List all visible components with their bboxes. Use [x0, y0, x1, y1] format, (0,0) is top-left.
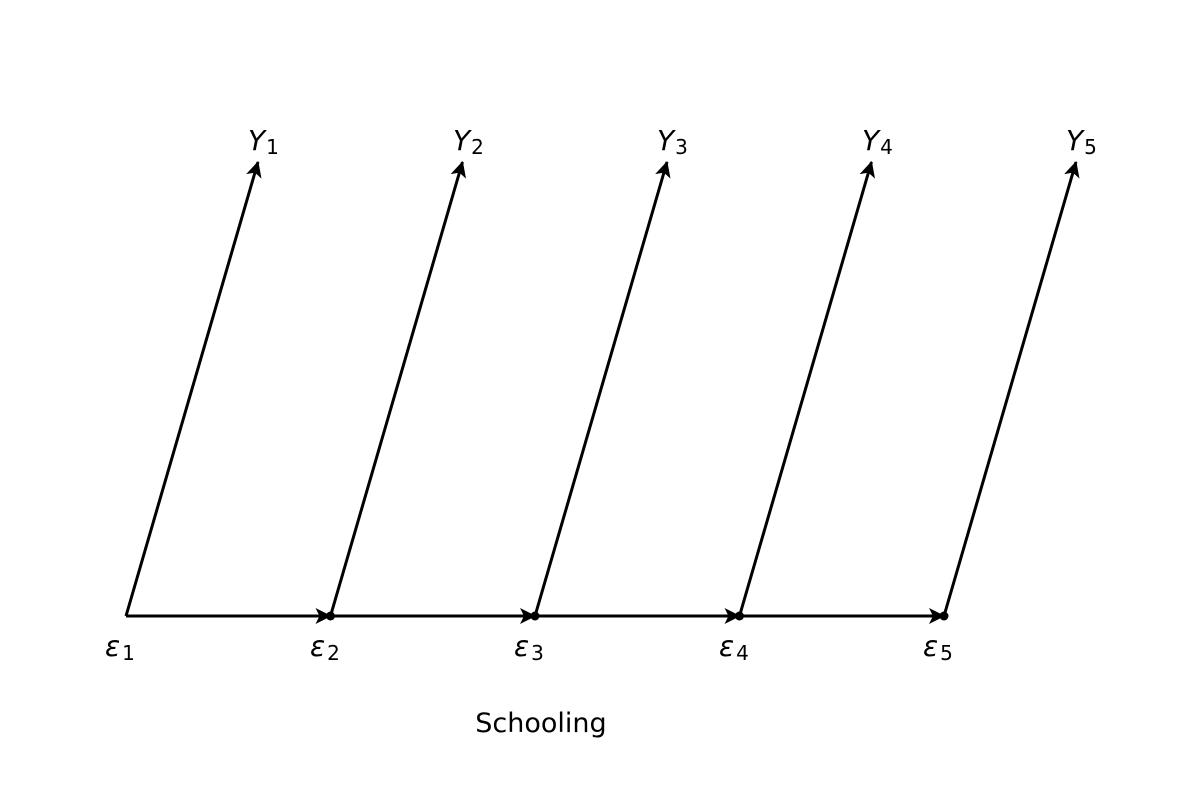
outcome-label-y2: Y2 — [453, 124, 484, 159]
arrow-e2-to-y2 — [329, 161, 466, 617]
x-axis-label: Schooling — [475, 708, 606, 739]
outcome-label-y5: Y5 — [1066, 124, 1097, 159]
arrow-e4-to-y4 — [738, 161, 875, 617]
arrow-e5-to-y5 — [942, 161, 1080, 617]
node-dot-e2 — [326, 611, 335, 621]
node-dots — [326, 611, 949, 621]
outcome-label-y1: Y1 — [248, 124, 279, 159]
outcome-label-y3: Y3 — [657, 124, 688, 159]
node-dot-e3 — [530, 611, 540, 621]
arrow-e1-to-y1 — [124, 161, 262, 617]
outcome-label-y4: Y4 — [862, 124, 893, 159]
arrow-e3-to-y3 — [533, 161, 671, 617]
outcome-arrows — [124, 161, 1080, 617]
outcome-labels: Y1 Y2 Y3 Y4 Y5 — [248, 124, 1097, 159]
node-dot-e5 — [939, 611, 949, 621]
node-dot-e4 — [735, 611, 744, 621]
